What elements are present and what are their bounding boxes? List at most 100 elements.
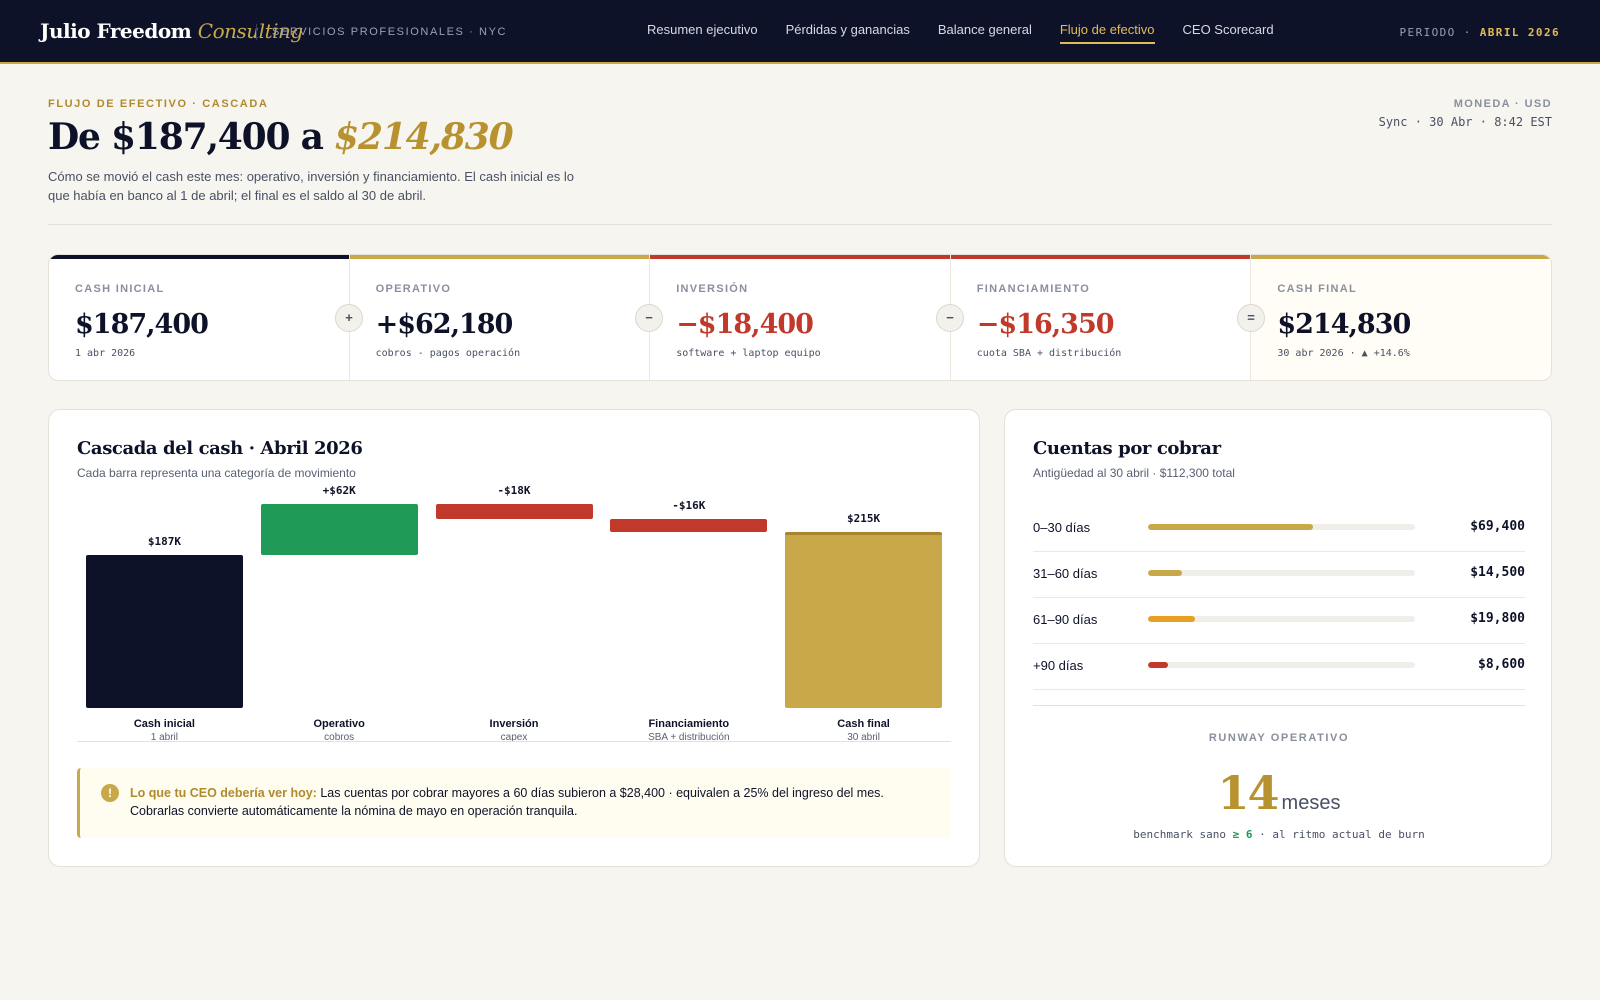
- bar-value-label: $187K: [147, 534, 181, 548]
- receivables-divider: [1033, 705, 1525, 706]
- kpi-label: CASH FINAL: [1277, 283, 1357, 295]
- category-label: Financiamiento: [648, 718, 730, 730]
- kpi-accent-bar: [49, 255, 349, 259]
- category-sublabel: capex: [500, 732, 528, 743]
- kpi-value: −$16,350: [976, 309, 1115, 340]
- waterfall-subtitle: Cada barra representa una categoría de m…: [77, 466, 356, 480]
- receivables-row[interactable]: 0–30 días $69,400: [1033, 506, 1525, 552]
- brand-subtitle: SERVICIOS PROFESIONALES · NYC: [272, 26, 508, 38]
- nav-resumen-ejecutivo[interactable]: Resumen ejecutivo: [647, 22, 758, 37]
- kpi-card: FINANCIAMIENTO −$16,350 cuota SBA + distri…: [950, 255, 1252, 380]
- waterfall-bar[interactable]: [785, 532, 943, 708]
- runway-number: 14: [1217, 766, 1280, 820]
- alert-lead: Lo que tu CEO debería ver hoy:: [130, 786, 317, 800]
- nav-perdidas-y-ganancias[interactable]: Pérdidas y ganancias: [785, 22, 910, 37]
- page-eyebrow: FLUJO DE EFECTIVO · CASCADA: [48, 98, 269, 110]
- alert-body: Las cuentas por cobrar mayores a 60 días…: [130, 786, 884, 818]
- category-label: Cash final: [837, 718, 890, 730]
- aging-bucket-label: 0–30 días: [1033, 520, 1091, 535]
- minus-icon: −: [936, 304, 964, 332]
- kpi-card: INVERSIÓN −$18,400 software + laptop equip…: [650, 255, 951, 380]
- page-description: Cómo se movió el cash este mes: operativ…: [48, 169, 575, 203]
- kpi-label: INVERSIÓN: [676, 283, 749, 295]
- nav-ceo-scorecard[interactable]: CEO Scorecard: [1182, 22, 1274, 37]
- kpi-label: OPERATIVO: [375, 283, 452, 295]
- runway-unit: meses: [1281, 792, 1341, 814]
- waterfall-bar[interactable]: [85, 554, 243, 708]
- nav-flujo-de-efectivo[interactable]: Flujo de efectivo: [1059, 22, 1155, 44]
- brand-logo[interactable]: Julio Freedom Consulting: [40, 19, 303, 43]
- receivables-card: Cuentas por cobrar Antigüedad al 30 abri…: [1004, 409, 1552, 867]
- ceo-alert: ! Lo que tu CEO debería ver hoy: Las cue…: [77, 768, 951, 838]
- brand-accent: Consulting: [197, 19, 303, 43]
- runway-note: benchmark sano ≥ 6 · al ritmo actual de …: [1005, 828, 1553, 841]
- alert-text: Lo que tu CEO debería ver hoy: Las cuent…: [130, 784, 930, 820]
- currency-label: MONEDA · USD: [1453, 98, 1552, 110]
- receivables-title: Cuentas por cobrar: [1033, 438, 1221, 459]
- receivables-row[interactable]: +90 días $8,600: [1033, 644, 1525, 690]
- kpi-label: CASH INICIAL: [75, 283, 165, 295]
- aging-amount: $19,800: [1470, 611, 1525, 626]
- kpi-accent-bar: [349, 255, 650, 259]
- page-title-main: De $187,400 a: [48, 116, 324, 158]
- plus-icon: +: [335, 304, 363, 332]
- period-indicator: PERIODO · ABRIL 2026: [1400, 26, 1560, 39]
- period-value: ABRIL 2026: [1479, 26, 1560, 39]
- waterfall-title: Cascada del cash · Abril 2026: [77, 438, 363, 459]
- kpi-note: cobros - pagos operación: [375, 348, 521, 359]
- category-label: Inversión: [489, 718, 539, 730]
- aging-bar-track: [1148, 616, 1415, 622]
- kpi-value: $214,830: [1277, 309, 1411, 340]
- kpi-value: −$18,400: [676, 309, 814, 340]
- kpi-card: CASH INICIAL $187,400 1 abr 2026: [49, 255, 350, 380]
- kpi-accent-bar: [1251, 255, 1551, 259]
- top-bar: Julio Freedom Consulting SERVICIOS PROFE…: [0, 0, 1600, 64]
- aging-bar-fill: [1148, 616, 1196, 622]
- aging-amount: $8,600: [1478, 657, 1525, 672]
- bar-value-label: $215K: [847, 512, 881, 526]
- kpi-card: CASH FINAL $214,830 30 abr 2026 · ▲ +14.6%: [1251, 255, 1551, 380]
- category-sublabel: SBA + distribución: [648, 732, 730, 743]
- bar-value-label: -$16K: [672, 499, 706, 513]
- kpi-accent-bar: [650, 255, 950, 259]
- category-label: Cash inicial: [133, 718, 195, 730]
- exclamation-icon: !: [101, 784, 119, 802]
- kpi-value: $187,400: [75, 309, 209, 340]
- aging-bucket-label: 61–90 días: [1033, 612, 1098, 627]
- runway-label: RUNWAY OPERATIVO: [1208, 732, 1350, 744]
- aging-bar-fill: [1148, 524, 1313, 530]
- bar-value-label: +$62K: [322, 484, 356, 497]
- chart-baseline: [77, 741, 951, 742]
- aging-bar-fill: [1148, 662, 1169, 668]
- nav-balance-general[interactable]: Balance general: [937, 22, 1032, 37]
- receivables-row[interactable]: 31–60 días $14,500: [1033, 552, 1525, 598]
- runway-note-pre: benchmark sano: [1133, 828, 1226, 841]
- receivables-row[interactable]: 61–90 días $19,800: [1033, 598, 1525, 644]
- aging-bar-track: [1148, 662, 1415, 668]
- page-title: De $187,400 a $214,830: [48, 116, 514, 158]
- kpi-note: cuota SBA + distribución: [976, 348, 1122, 359]
- aging-bucket-label: +90 días: [1033, 658, 1084, 673]
- kpi-note: 1 abr 2026: [75, 348, 136, 359]
- aging-bar-fill: [1148, 570, 1183, 576]
- aging-bar-track: [1148, 524, 1415, 530]
- header-divider: [48, 224, 1552, 225]
- kpi-strip: CASH INICIAL $187,400 1 abr 2026 OPERATIVO +…: [48, 254, 1552, 381]
- category-sublabel: cobros: [324, 732, 355, 743]
- category-label: Operativo: [313, 718, 365, 730]
- kpi-accent-bar: [950, 255, 1251, 259]
- sync-status: Sync · 30 Abr · 8:42 EST: [1378, 115, 1552, 129]
- receivables-subtitle: Antigüedad al 30 abril · $112,300 total: [1033, 466, 1235, 480]
- kpi-note: 30 abr 2026 · ▲ +14.6%: [1277, 348, 1410, 359]
- kpi-label: FINANCIAMIENTO: [976, 283, 1091, 295]
- waterfall-bar[interactable]: [260, 503, 418, 555]
- equals-icon: =: [1237, 304, 1265, 332]
- brand-divider: [256, 24, 257, 40]
- aging-amount: $14,500: [1470, 565, 1525, 580]
- kpi-card: OPERATIVO +$62,180 cobros - pagos operació…: [349, 255, 651, 380]
- waterfall-bar[interactable]: [435, 503, 593, 520]
- main-nav: Resumen ejecutivo Pérdidas y ganancias Bal…: [647, 22, 1274, 44]
- waterfall-bar[interactable]: [610, 519, 768, 533]
- period-label: PERIODO ·: [1399, 26, 1472, 39]
- waterfall-chart: $187K Cash inicial 1 abril +$62K Operativo co…: [77, 484, 951, 743]
